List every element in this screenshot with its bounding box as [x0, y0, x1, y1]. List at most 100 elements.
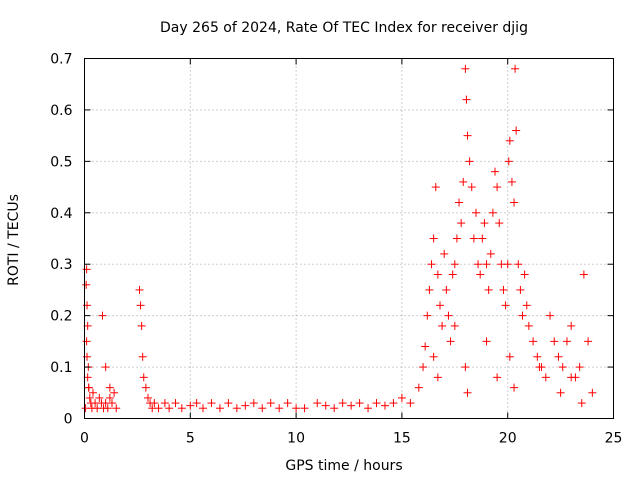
data-point [186, 401, 195, 410]
y-tick-label: 0.5 [50, 154, 72, 170]
data-point [478, 234, 487, 243]
data-point [364, 404, 373, 413]
y-tick-label: 0.1 [50, 360, 72, 376]
data-point [275, 404, 284, 413]
data-point [338, 399, 347, 408]
data-point [450, 260, 459, 269]
data-point [105, 383, 114, 392]
data-point [141, 383, 150, 392]
data-point [493, 373, 502, 382]
data-point [160, 399, 169, 408]
data-point [433, 270, 442, 279]
data-point [98, 311, 107, 320]
data-point [397, 393, 406, 402]
x-tick-label: 10 [287, 431, 305, 447]
data-point [419, 363, 428, 372]
data-point [192, 399, 201, 408]
data-point [491, 167, 500, 176]
data-point [505, 136, 514, 145]
data-point [321, 401, 330, 410]
data-point [467, 183, 476, 192]
data-point [461, 64, 470, 73]
data-point [438, 321, 447, 330]
data-point [518, 311, 527, 320]
data-point [372, 399, 381, 408]
data-point [138, 352, 147, 361]
data-point [465, 157, 474, 166]
y-tick-label: 0.4 [50, 206, 72, 222]
data-point [224, 399, 233, 408]
data-point [425, 285, 434, 294]
data-point [108, 399, 117, 408]
x-tick-label: 25 [605, 431, 623, 447]
data-point [567, 373, 576, 382]
grid [84, 58, 614, 419]
data-point [423, 311, 432, 320]
data-point [143, 393, 152, 402]
data-point [171, 399, 180, 408]
data-point [469, 234, 478, 243]
plot-frame [84, 58, 614, 419]
data-point [83, 321, 92, 330]
data-point [505, 352, 514, 361]
data-point [283, 399, 292, 408]
data-point [584, 337, 593, 346]
y-tick-label: 0.6 [50, 103, 72, 119]
data-point [82, 280, 91, 289]
data-point [139, 373, 148, 382]
data-point [463, 131, 472, 140]
data-point [503, 260, 512, 269]
data-point [484, 285, 493, 294]
data-point [427, 260, 436, 269]
y-tick-label: 0.3 [50, 257, 72, 273]
data-point [429, 352, 438, 361]
data-point [258, 404, 267, 413]
data-point [232, 404, 241, 413]
data-point [462, 95, 471, 104]
data-point [241, 401, 250, 410]
data-point [562, 337, 571, 346]
data-point [558, 363, 567, 372]
data-point [577, 399, 586, 408]
data-point [533, 352, 542, 361]
data-point [444, 311, 453, 320]
data-point [529, 337, 538, 346]
data-point [512, 126, 521, 135]
x-axis-label: GPS time / hours [285, 458, 402, 474]
data-point [442, 285, 451, 294]
y-tick-label: 0.2 [50, 309, 72, 325]
data-point [215, 404, 224, 413]
data-point [85, 393, 94, 402]
data-point [330, 404, 339, 413]
data-point [550, 337, 559, 346]
data-point [510, 383, 519, 392]
data-point [137, 321, 146, 330]
data-point [266, 399, 275, 408]
data-point [588, 388, 597, 397]
data-point [463, 388, 472, 397]
data-point [516, 285, 525, 294]
data-point [82, 265, 91, 274]
data-point [389, 399, 398, 408]
data-point [446, 337, 455, 346]
data-point [450, 321, 459, 330]
x-tick-label: 0 [80, 431, 89, 447]
data-point [135, 285, 144, 294]
data-point [546, 311, 555, 320]
data-point [177, 404, 186, 413]
x-tick-label: 15 [393, 431, 411, 447]
data-point [110, 388, 119, 397]
y-axis-label: ROTI / TECUs [6, 194, 22, 286]
data-point [495, 219, 504, 228]
data-point [452, 234, 461, 243]
data-point [313, 399, 322, 408]
data-point [522, 301, 531, 310]
data-point [457, 219, 466, 228]
data-point [83, 373, 92, 382]
data-point [480, 219, 489, 228]
data-point [448, 270, 457, 279]
data-point [488, 208, 497, 217]
data-point [112, 404, 121, 413]
data-point [105, 393, 114, 402]
